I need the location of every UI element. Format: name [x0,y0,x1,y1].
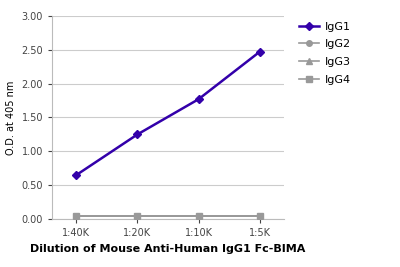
IgG1 [135,133,140,136]
IgG4 [74,214,79,217]
IgG3 [257,215,262,218]
Line: IgG4: IgG4 [74,213,262,218]
IgG2 [74,215,79,218]
IgG4 [135,214,140,217]
IgG3 [135,215,140,218]
Line: IgG1: IgG1 [74,49,262,178]
Line: IgG3: IgG3 [74,213,262,219]
Y-axis label: O.D. at 405 nm: O.D. at 405 nm [6,80,16,155]
IgG3 [74,215,79,218]
IgG2 [196,215,201,218]
IgG1 [196,98,201,101]
IgG1 [257,50,262,53]
X-axis label: Dilution of Mouse Anti-Human IgG1 Fc-BIMA: Dilution of Mouse Anti-Human IgG1 Fc-BIM… [30,244,306,254]
IgG4 [257,214,262,217]
IgG2 [257,215,262,218]
Legend: IgG1, IgG2, IgG3, IgG4: IgG1, IgG2, IgG3, IgG4 [299,22,350,85]
IgG4 [196,214,201,217]
IgG1 [74,173,79,176]
IgG3 [196,215,201,218]
IgG2 [135,215,140,218]
Line: IgG2: IgG2 [74,213,262,219]
